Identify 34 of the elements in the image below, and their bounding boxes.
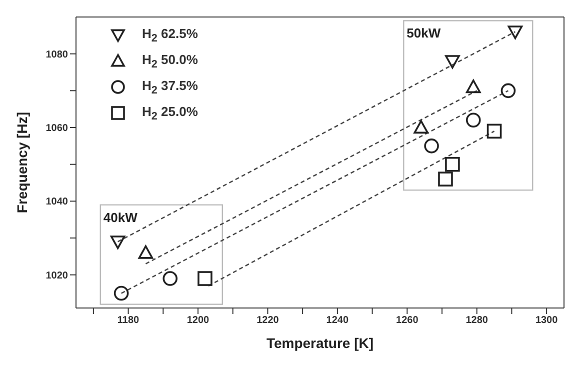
- legend-label: H$_{2}$ 37.5%: [142, 78, 198, 96]
- x-tick-label: 1240: [326, 315, 349, 326]
- point: [466, 80, 481, 94]
- point: [500, 83, 516, 98]
- x-axis-title: Temperature [K]: [266, 335, 374, 351]
- x-tick-label: 1180: [117, 315, 140, 326]
- x-tick-label: 1260: [396, 315, 419, 326]
- point: [414, 120, 428, 134]
- y-axis-title: Frequency [Hz]: [14, 112, 30, 214]
- legend-label: H$_{2}$ 62.5%: [142, 26, 198, 44]
- y-tick-label: 1080: [46, 49, 68, 60]
- x-tick-label: 1200: [186, 315, 210, 326]
- point: [114, 286, 129, 301]
- legend-label: H$_{2}$ 50.0%: [142, 52, 198, 70]
- x-tick-label: 1300: [535, 315, 558, 326]
- point: [508, 26, 523, 40]
- x-tick-label: 1280: [466, 315, 488, 326]
- y-tick-label: 1020: [46, 270, 68, 282]
- point: [445, 156, 460, 172]
- annotation: 40kW: [103, 210, 138, 225]
- point: [198, 271, 212, 286]
- point: [486, 124, 502, 139]
- point: [138, 245, 154, 259]
- point: [445, 55, 460, 69]
- point: [424, 138, 439, 154]
- annotation: 50kW: [406, 26, 442, 41]
- legend-label: H$_{2}$ 25.0%: [142, 104, 198, 122]
- x-tick-label: 1220: [256, 315, 280, 326]
- y-tick-label: 1040: [46, 196, 68, 208]
- y-tick-label: 1060: [46, 123, 68, 134]
- point: [162, 271, 178, 286]
- point: [110, 236, 126, 250]
- point: [466, 112, 481, 128]
- point: [438, 172, 453, 186]
